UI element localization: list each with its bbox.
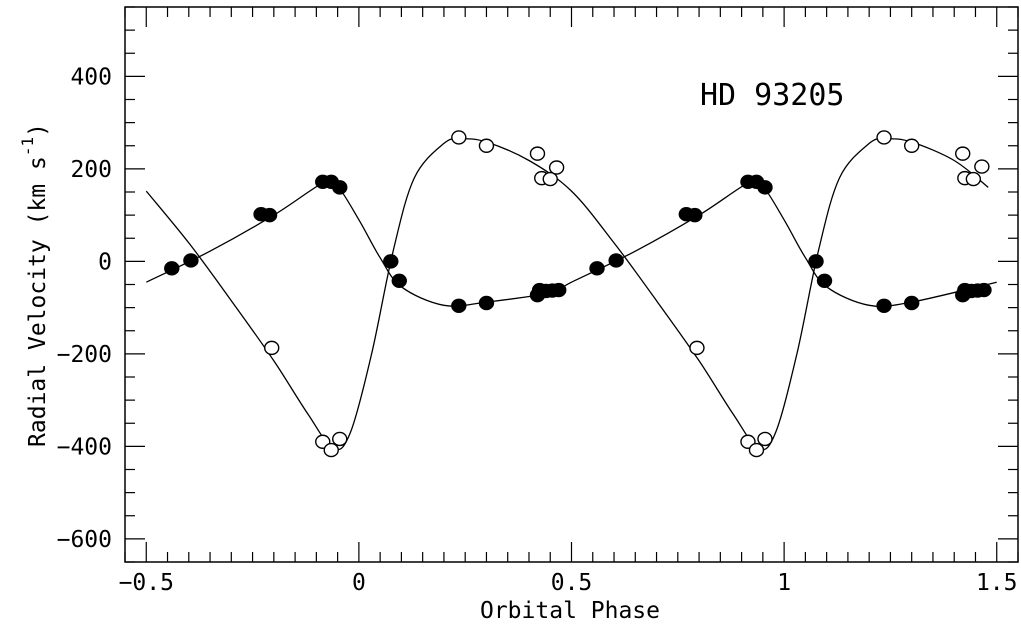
plot-frame	[124, 6, 1019, 563]
filled-series-point	[876, 298, 892, 313]
filled-series-point	[687, 207, 703, 223]
filled-series-point	[391, 273, 407, 288]
open-series-point	[955, 146, 971, 161]
x-tick-label: 1	[777, 570, 791, 596]
open-series-point	[974, 159, 990, 174]
filled-series-point	[261, 207, 278, 223]
axis-ticks	[124, 6, 1019, 563]
y-axis-label-main: Radial Velocity (km s	[25, 156, 51, 447]
open-series-point	[876, 130, 892, 145]
open-series-point	[323, 442, 339, 458]
y-tick-label: −600	[57, 527, 112, 553]
open-series-point	[689, 340, 705, 356]
y-axis-label-exponent: -1	[18, 137, 37, 156]
filled-series-point	[478, 295, 495, 311]
filled-series-point	[808, 254, 824, 269]
y-tick-label: 0	[98, 249, 112, 275]
filled-series-point	[589, 261, 605, 276]
axis-tick-labels: −0.5 0 0.5 1 1.5 −600 −400 −200 0 200 400	[57, 64, 1018, 596]
open-series-point	[264, 340, 280, 356]
data-points	[164, 130, 992, 458]
open-series-point	[451, 130, 467, 145]
open-series-point	[478, 138, 495, 153]
filled-series-point	[164, 261, 180, 276]
x-tick-label: 0	[352, 570, 366, 596]
open-series-point	[332, 431, 348, 447]
filled-series-fit-curve	[146, 178, 997, 308]
open-series-fit-curve	[145, 137, 989, 451]
filled-series-point	[551, 282, 567, 298]
open-series-point	[548, 160, 565, 175]
open-series-point	[757, 431, 773, 447]
filled-series-point	[757, 180, 773, 195]
open-series-point	[529, 146, 546, 161]
fit-curves	[145, 137, 997, 451]
y-axis-label: Radial Velocity (km s-1)	[18, 123, 51, 447]
y-axis-label-close: )	[25, 123, 51, 137]
star-annotation: HD 93205	[700, 78, 845, 113]
open-series-point	[542, 171, 558, 187]
open-series-point	[965, 171, 982, 187]
filled-series-point	[976, 282, 992, 298]
filled-series-point	[451, 298, 467, 313]
filled-series-point	[903, 295, 920, 311]
y-tick-label: 200	[70, 157, 112, 183]
y-tick-label: −400	[57, 434, 112, 460]
filled-series-point	[816, 273, 833, 288]
filled-series-point	[183, 253, 199, 268]
x-tick-label: −0.5	[119, 570, 174, 596]
y-tick-label: −200	[57, 342, 112, 368]
filled-series-point	[608, 253, 624, 268]
x-axis-label: Orbital Phase	[480, 598, 660, 624]
open-series-point	[748, 442, 765, 458]
x-tick-label: 0.5	[551, 570, 593, 596]
y-tick-label: 400	[70, 64, 112, 90]
open-series-point	[903, 138, 920, 153]
x-tick-label: 1.5	[976, 570, 1018, 596]
filled-series-point	[332, 180, 348, 195]
filled-series-point	[383, 254, 399, 269]
